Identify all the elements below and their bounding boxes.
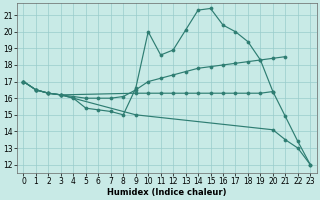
X-axis label: Humidex (Indice chaleur): Humidex (Indice chaleur) (107, 188, 227, 197)
